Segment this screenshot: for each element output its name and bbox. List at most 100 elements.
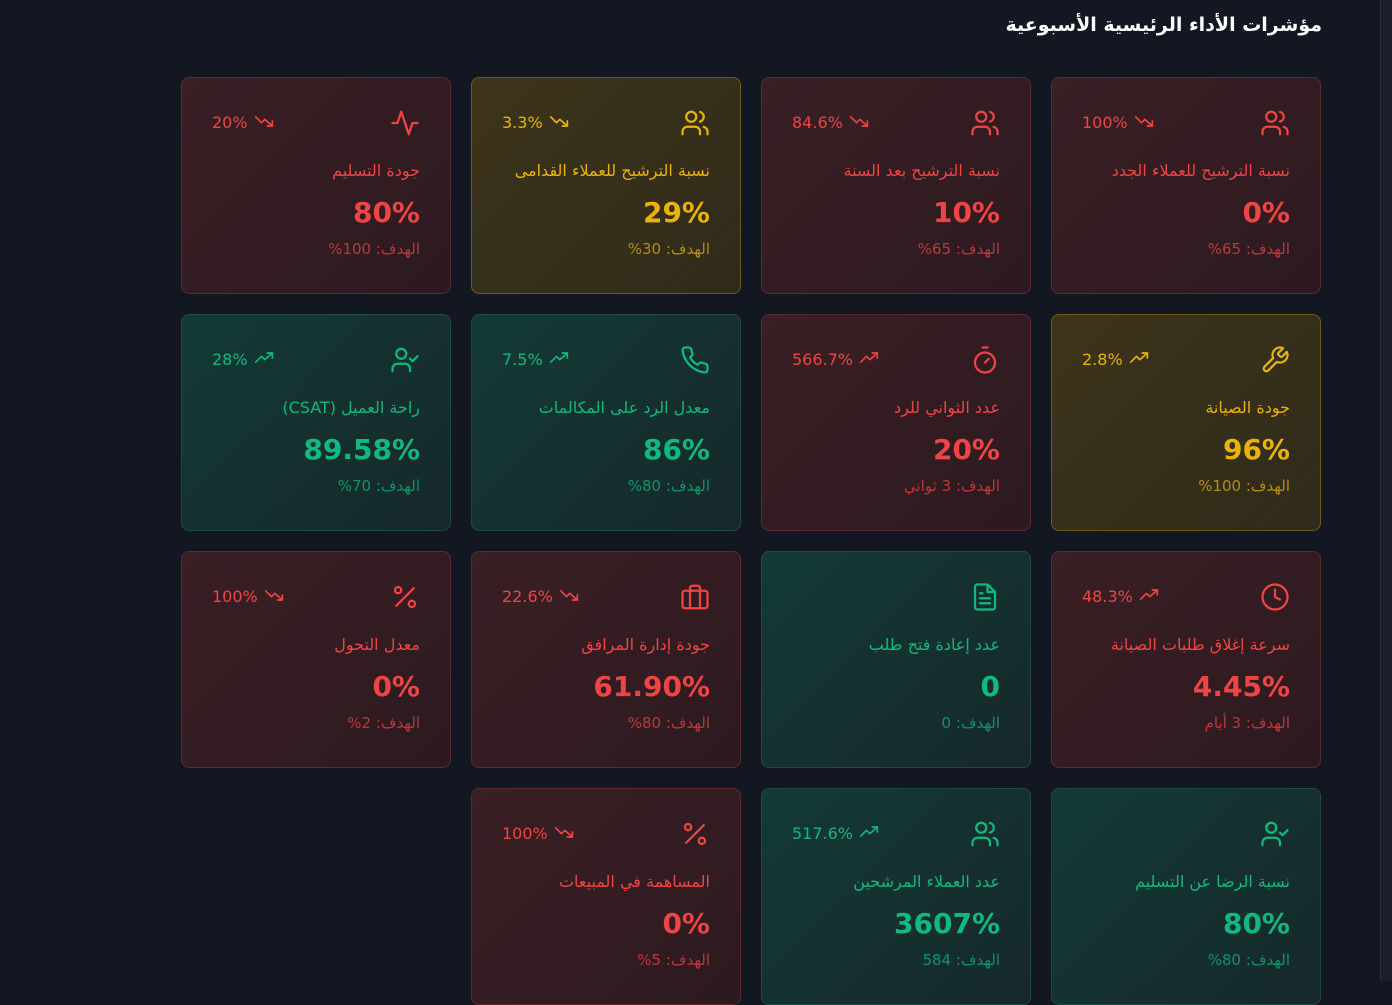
- kpi-value: 80%: [352, 196, 420, 229]
- kpi-card[interactable]: 100% معدل التحول 0% الهدف: %2: [181, 551, 451, 768]
- kpi-card[interactable]: 28% راحة العميل (CSAT) 89.58% الهدف: %70: [181, 314, 451, 531]
- kpi-label: نسبة الترشيح بعد السنة: [843, 161, 1001, 180]
- kpi-card[interactable]: 100% المساهمة في المبيعات 0% الهدف: %5: [471, 788, 741, 1005]
- kpi-value: 0%: [1242, 196, 1290, 229]
- kpi-value: 61.90%: [593, 670, 710, 703]
- kpi-value: 0%: [662, 907, 710, 940]
- trending-down-icon: [1134, 113, 1154, 132]
- kpi-label: جودة إدارة المرافق: [581, 635, 710, 654]
- kpi-card[interactable]: 3.3% نسبة الترشيح للعملاء القدامى 29% الهدف…: [471, 77, 741, 294]
- page-title: مؤشرات الأداء الرئيسية الأسبوعية: [1005, 14, 1322, 36]
- kpi-card[interactable]: 22.6% جودة إدارة المرافق 61.90% الهدف: %80: [471, 551, 741, 768]
- target-prefix: الهدف:: [955, 714, 1000, 732]
- target-prefix: الهدف:: [1245, 951, 1290, 969]
- kpi-value: 20%: [932, 433, 1000, 466]
- kpi-value: 86%: [642, 433, 710, 466]
- trend-indicator: 100%: [212, 587, 284, 606]
- trend-indicator: 7.5%: [502, 350, 569, 369]
- target-prefix: الهدف:: [1245, 714, 1290, 732]
- wrench-icon: [1260, 345, 1290, 375]
- target-value: %65: [1207, 240, 1242, 258]
- trending-up-icon: [1139, 587, 1159, 606]
- target-prefix: الهدف:: [375, 240, 420, 258]
- kpi-card[interactable]: نسبة الرضا عن التسليم 80% الهدف: %80: [1051, 788, 1321, 1005]
- trend-value: 100%: [212, 587, 258, 606]
- kpi-label: نسبة الترشيح للعملاء الجدد: [1111, 161, 1290, 180]
- trending-up-icon: [859, 350, 879, 369]
- kpi-target: الهدف: %30: [628, 240, 710, 258]
- kpi-card[interactable]: 7.5% معدل الرد على المكالمات 86% الهدف: %80: [471, 314, 741, 531]
- trend-indicator: 48.3%: [1082, 587, 1159, 606]
- kpi-target: الهدف: %100: [328, 240, 420, 258]
- trending-down-icon: [264, 587, 284, 606]
- target-prefix: الهدف:: [955, 240, 1000, 258]
- target-prefix: الهدف:: [955, 951, 1000, 969]
- kpi-label: عدد العملاء المرشحين: [853, 872, 1000, 891]
- trending-down-icon: [254, 113, 274, 132]
- kpi-card[interactable]: 100% نسبة الترشيح للعملاء الجدد 0% الهدف: %…: [1051, 77, 1321, 294]
- kpi-target: الهدف: 3 ثواني: [904, 477, 1000, 495]
- trend-indicator: 100%: [502, 824, 574, 843]
- trending-up-icon: [859, 824, 879, 843]
- kpi-label: راحة العميل (CSAT): [282, 398, 420, 417]
- kpi-value: 89.58%: [303, 433, 420, 466]
- trend-value: 3.3%: [502, 113, 543, 132]
- trending-down-icon: [559, 587, 579, 606]
- target-value: 3 أيام: [1204, 714, 1242, 732]
- trend-indicator: 2.8%: [1082, 350, 1149, 369]
- trend-value: 100%: [502, 824, 548, 843]
- kpi-value: 80%: [1222, 907, 1290, 940]
- kpi-target: الهدف: 3 أيام: [1205, 714, 1290, 732]
- target-prefix: الهدف:: [665, 240, 710, 258]
- kpi-value: 96%: [1222, 433, 1290, 466]
- kpi-target: الهدف: %100: [1198, 477, 1290, 495]
- trend-indicator: 100%: [1082, 113, 1154, 132]
- timer-icon: [970, 345, 1000, 375]
- kpi-label: عدد إعادة فتح طلب: [868, 635, 1000, 654]
- target-value: %5: [637, 951, 662, 969]
- trend-value: 84.6%: [792, 113, 843, 132]
- trending-down-icon: [849, 113, 869, 132]
- target-value: %80: [1207, 951, 1242, 969]
- trend-indicator: 22.6%: [502, 587, 579, 606]
- kpi-card[interactable]: عدد إعادة فتح طلب 0 الهدف: 0: [761, 551, 1031, 768]
- trend-indicator: 517.6%: [792, 824, 879, 843]
- kpi-card[interactable]: 566.7% عدد الثواني للرد 20% الهدف: 3 ثواني: [761, 314, 1031, 531]
- target-prefix: الهدف:: [955, 477, 1000, 495]
- kpi-label: عدد الثواني للرد: [893, 398, 1000, 417]
- target-prefix: الهدف:: [1245, 240, 1290, 258]
- target-value: %100: [1198, 477, 1242, 495]
- trend-value: 517.6%: [792, 824, 854, 843]
- target-value: 3 ثواني: [903, 477, 952, 495]
- kpi-card[interactable]: 20% جودة التسليم 80% الهدف: %100: [181, 77, 451, 294]
- target-value: %2: [347, 714, 372, 732]
- users-icon: [970, 108, 1000, 138]
- target-value: %80: [627, 477, 662, 495]
- target-prefix: الهدف:: [665, 477, 710, 495]
- trend-indicator: 3.3%: [502, 113, 569, 132]
- users-icon: [1260, 108, 1290, 138]
- target-prefix: الهدف:: [665, 714, 710, 732]
- vertical-scrollbar[interactable]: [1380, 0, 1392, 981]
- kpi-label: جودة التسليم: [332, 161, 420, 180]
- kpi-label: نسبة الترشيح للعملاء القدامى: [514, 161, 710, 180]
- target-prefix: الهدف:: [665, 951, 710, 969]
- user-check-icon: [1260, 819, 1290, 849]
- target-value: %100: [328, 240, 372, 258]
- percent-icon: [390, 582, 420, 612]
- kpi-target: الهدف: 0: [942, 714, 1000, 732]
- kpi-label: المساهمة في المبيعات: [558, 872, 710, 891]
- kpi-value: 29%: [642, 196, 710, 229]
- kpi-label: معدل التحول: [334, 635, 420, 654]
- kpi-card[interactable]: 48.3% سرعة إغلاق طلبات الصيانة 4.45% الهدف:…: [1051, 551, 1321, 768]
- kpi-card[interactable]: 84.6% نسبة الترشيح بعد السنة 10% الهدف: %65: [761, 77, 1031, 294]
- kpi-value: 10%: [932, 196, 1000, 229]
- kpi-card[interactable]: 517.6% عدد العملاء المرشحين 3607% الهدف: 58…: [761, 788, 1031, 1005]
- kpi-target: الهدف: %2: [347, 714, 420, 732]
- kpi-card[interactable]: 2.8% جودة الصيانة 96% الهدف: %100: [1051, 314, 1321, 531]
- trending-up-icon: [549, 350, 569, 369]
- clock-icon: [1260, 582, 1290, 612]
- activity-icon: [390, 108, 420, 138]
- trend-value: 22.6%: [502, 587, 553, 606]
- target-value: %30: [627, 240, 662, 258]
